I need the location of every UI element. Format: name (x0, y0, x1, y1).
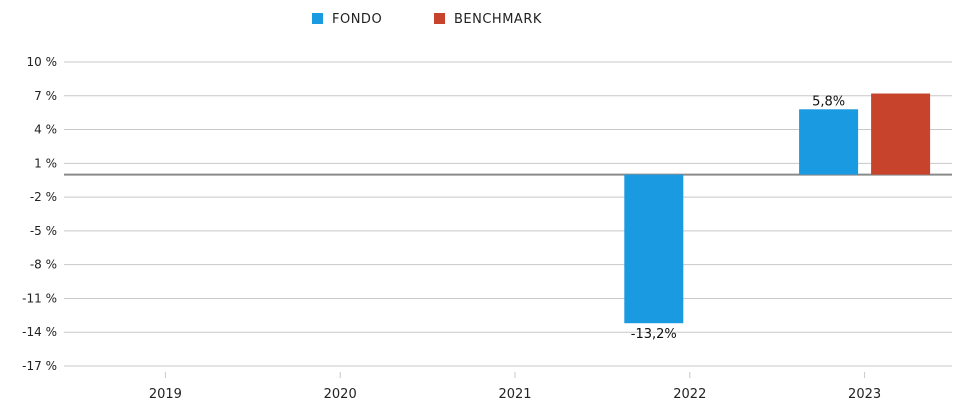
data-label-fondo-2023: 5,8% (812, 94, 845, 109)
x-tick-label: 2022 (673, 387, 706, 402)
x-tick-label: 2021 (498, 387, 531, 402)
y-tick-label: 1 % (34, 156, 57, 170)
legend: FONDO BENCHMARK (312, 12, 542, 27)
x-tick-label: 2023 (848, 387, 881, 402)
y-axis: 10 % 7 % 4 % 1 % -2 % -5 % -8 % -11 % -14 % -17 % (22, 55, 57, 373)
y-tick-label: -17 % (22, 359, 57, 373)
y-tick-label: 7 % (34, 89, 57, 103)
y-tick-label: -2 % (30, 190, 57, 204)
legend-label-benchmark: BENCHMARK (454, 12, 542, 27)
bar-fondo-2022 (624, 174, 684, 324)
legend-swatch-benchmark (434, 13, 445, 24)
y-tick-label: -8 % (30, 258, 57, 272)
x-tick-label: 2020 (324, 387, 357, 402)
y-tick-label: -11 % (22, 291, 57, 305)
x-axis: 2019 2020 2021 2022 2023 (149, 372, 881, 402)
x-tick-label: 2019 (149, 387, 182, 402)
y-tick-label: -14 % (22, 325, 57, 339)
data-label-fondo-2022: -13,2% (631, 327, 677, 342)
y-tick-label: -5 % (30, 224, 57, 238)
bars (624, 93, 931, 324)
legend-swatch-fondo (312, 13, 323, 24)
grid-lines (64, 61, 952, 367)
y-tick-label: 10 % (27, 55, 58, 69)
bar-fondo-2023 (799, 109, 859, 175)
data-labels: -13,2% 5,8% (631, 94, 845, 342)
y-tick-label: 4 % (34, 123, 57, 137)
legend-label-fondo: FONDO (332, 12, 382, 27)
bar-benchmark-2023 (871, 93, 931, 175)
